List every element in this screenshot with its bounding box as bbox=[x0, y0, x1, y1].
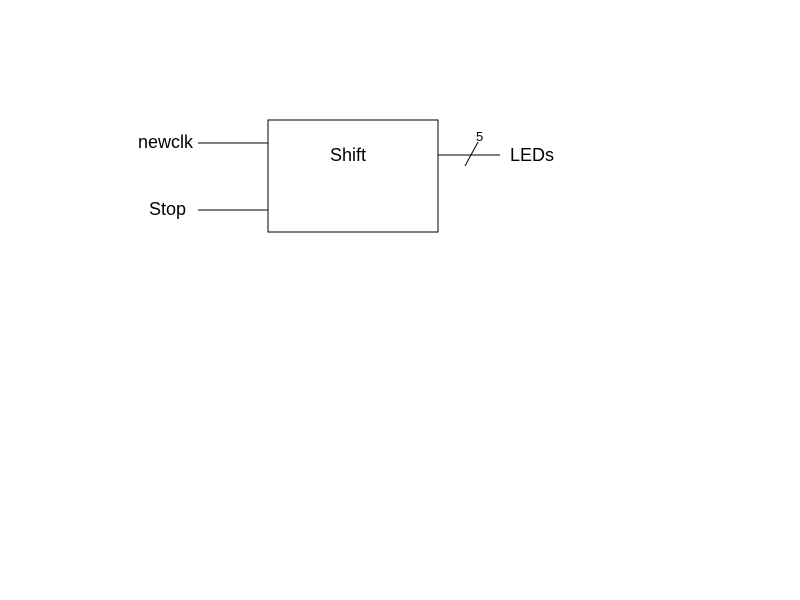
stop-label: Stop bbox=[149, 199, 186, 220]
diagram-svg bbox=[0, 0, 800, 600]
block-diagram: Shift newclk Stop LEDs 5 bbox=[0, 0, 800, 600]
bus-slash bbox=[465, 142, 478, 166]
bus-width-label: 5 bbox=[476, 129, 483, 144]
block-label: Shift bbox=[330, 145, 366, 166]
newclk-label: newclk bbox=[138, 132, 193, 153]
leds-label: LEDs bbox=[510, 145, 554, 166]
shift-block bbox=[268, 120, 438, 232]
